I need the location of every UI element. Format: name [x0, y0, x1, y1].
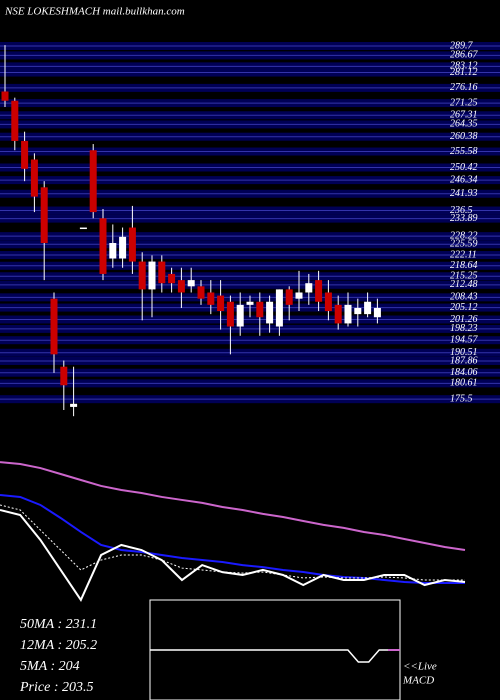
candle-body	[217, 295, 225, 312]
y-tick-label: 225.59	[450, 239, 478, 250]
y-tick-label: 236.5	[450, 205, 473, 216]
y-tick-label: 276.16	[450, 82, 478, 93]
y-tick-label: 212.48	[450, 279, 478, 290]
candle-body	[364, 301, 372, 315]
candle-body	[50, 298, 58, 355]
y-tick-label: 228.22	[450, 230, 478, 241]
candle-body	[373, 307, 381, 318]
candle-body	[89, 150, 97, 213]
y-tick-label: 241.93	[450, 188, 478, 199]
candle-body	[11, 100, 19, 141]
y-tick-label: 190.51	[450, 347, 478, 358]
macd-label: MACD	[402, 675, 434, 687]
candle-body	[187, 280, 195, 287]
y-tick-label: 233.89	[450, 213, 478, 224]
candle-body	[275, 289, 283, 327]
candle-body	[334, 304, 342, 324]
ma-line	[0, 494, 465, 584]
y-tick-label: 281.12	[450, 67, 478, 78]
candle-body	[305, 283, 313, 293]
y-tick-label: 255.58	[450, 146, 478, 157]
y-tick-label: 222.11	[450, 249, 477, 260]
y-tick-label: 289.7	[450, 40, 474, 51]
candle-body	[21, 140, 29, 169]
y-tick-label: 198.23	[450, 323, 478, 334]
macd-line	[150, 649, 400, 663]
candle-body	[197, 286, 205, 299]
candle-body	[246, 301, 254, 305]
y-tick-label: 194.57	[450, 335, 479, 346]
y-tick-label: 246.34	[450, 174, 478, 185]
candle-body	[344, 304, 352, 324]
y-tick-label: 201.26	[450, 314, 478, 325]
candle-body	[128, 227, 136, 262]
candle-body	[30, 159, 38, 197]
candle-body	[285, 289, 293, 305]
y-tick-label: 264.35	[450, 119, 478, 130]
candle-body	[324, 292, 332, 312]
y-tick-label: 180.61	[450, 378, 478, 389]
y-tick-label: 208.43	[450, 292, 478, 303]
candle-body	[168, 273, 176, 284]
y-tick-label: 218.64	[450, 260, 478, 271]
ma-line	[0, 509, 466, 603]
candle-body	[226, 301, 234, 327]
legend-entry: 12MA : 205.2	[20, 638, 97, 653]
candle-body	[354, 307, 362, 315]
candle-body	[315, 280, 323, 302]
ma-line	[0, 461, 466, 552]
candle-body	[60, 366, 68, 386]
y-tick-label: 250.42	[450, 162, 478, 173]
candle-body	[158, 261, 166, 284]
candle-body	[109, 243, 117, 259]
candle-body	[79, 227, 87, 230]
candle-body	[266, 301, 274, 324]
candle-body	[256, 301, 264, 318]
y-tick-label: 286.67	[450, 50, 479, 61]
candle-body	[1, 91, 9, 101]
y-tick-label: 184.06	[450, 367, 478, 378]
ma-line	[0, 504, 465, 581]
y-tick-label: 283.12	[450, 61, 478, 72]
candle-body	[177, 280, 185, 293]
y-tick-label: 215.25	[450, 271, 478, 282]
y-tick-label: 175.5	[450, 393, 473, 404]
candle-body	[99, 218, 107, 274]
candle-body	[207, 292, 215, 305]
candle-body	[148, 261, 156, 290]
candle-body	[236, 304, 244, 327]
y-tick-label: 205.12	[450, 302, 478, 313]
y-tick-label: 187.86	[450, 355, 478, 366]
legend-entry: 50MA : 231.1	[20, 617, 97, 632]
candle-body	[40, 187, 48, 244]
y-tick-label: 267.31	[450, 110, 478, 121]
y-tick-label: 271.25	[450, 97, 478, 108]
candle-body	[70, 403, 78, 407]
y-tick-label: 260.38	[450, 131, 478, 142]
legend-entry: Price : 203.5	[19, 680, 93, 695]
candle-body	[295, 292, 303, 299]
candle-body	[138, 261, 146, 290]
chart-title: NSE LOKESHMACH mail.bullkhan.com	[4, 6, 185, 18]
candle-body	[119, 236, 127, 259]
macd-label: <<Live	[403, 661, 437, 673]
legend-entry: 5MA : 204	[20, 659, 80, 674]
